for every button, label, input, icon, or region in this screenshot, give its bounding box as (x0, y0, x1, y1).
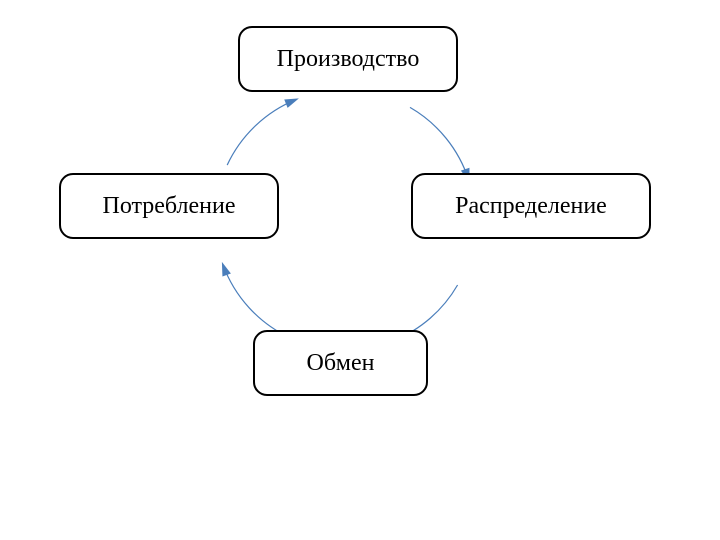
node-label: Распределение (455, 193, 607, 220)
node-label: Потребление (102, 193, 235, 220)
node-production: Производство (238, 26, 458, 92)
node-label: Производство (277, 46, 420, 73)
node-label: Обмен (307, 350, 375, 377)
node-consumption: Потребление (59, 173, 279, 239)
cycle-diagram: Производство Распределение Обмен Потребл… (0, 0, 720, 540)
node-exchange: Обмен (253, 330, 428, 396)
node-distribution: Распределение (411, 173, 651, 239)
